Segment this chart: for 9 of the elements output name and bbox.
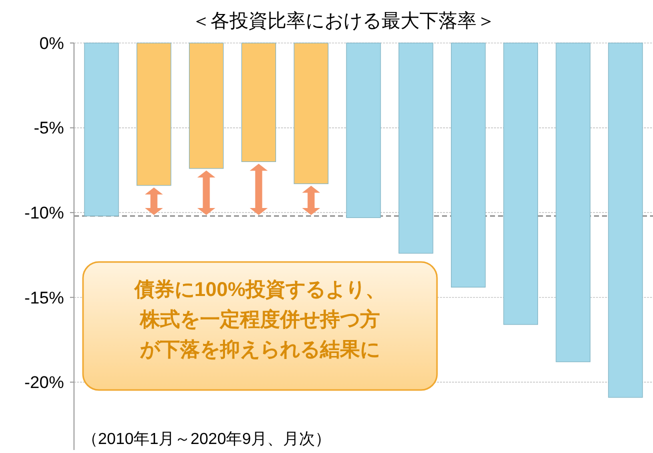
chart-title: ＜各投資比率における最大下落率＞ (192, 10, 496, 32)
annotation: 債券に100%投資するより、株式を一定程度併せ持つ方が下落を抑えられる結果に (133, 279, 386, 361)
y-tick-label: -10% (24, 204, 64, 223)
callout-box: 債券に100%投資するより、株式を一定程度併せ持つ方が下落を抑えられる結果に (82, 261, 438, 391)
y-tick-label: -20% (24, 373, 64, 392)
y-tick-label: 0% (39, 34, 64, 53)
y-tick-label: -5% (34, 118, 64, 138)
annotation: （2010年1月～2020年9月、月次） (82, 431, 331, 448)
y-tick-label: -15% (24, 288, 64, 308)
